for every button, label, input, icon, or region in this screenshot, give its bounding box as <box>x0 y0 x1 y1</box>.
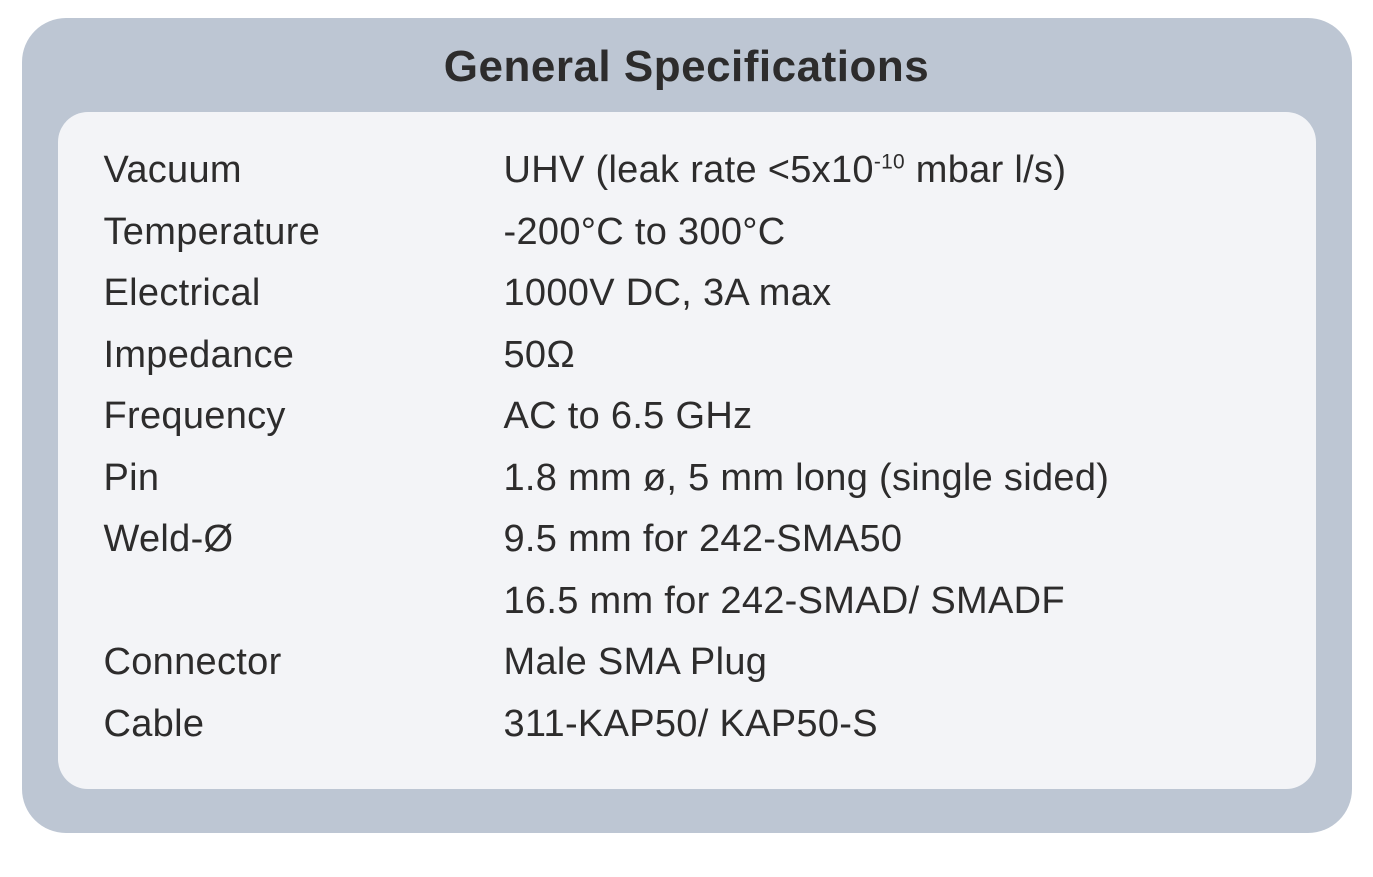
spec-label: Impedance <box>104 325 504 387</box>
spec-value: 1.8 mm ø, 5 mm long (single sided) <box>504 448 1270 510</box>
table-row: ConnectorMale SMA Plug <box>104 632 1270 694</box>
spec-value: 9.5 mm for 242-SMA50 <box>504 509 1270 571</box>
spec-label: Pin <box>104 448 504 510</box>
table-row: Weld-Ø9.5 mm for 242-SMA50 <box>104 509 1270 571</box>
spec-value: 1000V DC, 3A max <box>504 263 1270 325</box>
card-title: General Specifications <box>58 42 1316 92</box>
table-row: Temperature-200°C to 300°C <box>104 202 1270 264</box>
table-row: 16.5 mm for 242-SMAD/ SMADF <box>104 571 1270 633</box>
spec-value: AC to 6.5 GHz <box>504 386 1270 448</box>
spec-label: Weld-Ø <box>104 509 504 571</box>
table-row: Electrical1000V DC, 3A max <box>104 263 1270 325</box>
spec-label: Temperature <box>104 202 504 264</box>
spec-value: UHV (leak rate <5x10-10 mbar l/s) <box>504 140 1270 202</box>
spec-value: 16.5 mm for 242-SMAD/ SMADF <box>504 571 1270 633</box>
spec-value: Male SMA Plug <box>504 632 1270 694</box>
table-row: VacuumUHV (leak rate <5x10-10 mbar l/s) <box>104 140 1270 202</box>
spec-value: 311-KAP50/ KAP50-S <box>504 694 1270 756</box>
spec-label: Electrical <box>104 263 504 325</box>
spec-value: 50Ω <box>504 325 1270 387</box>
table-row: Impedance50Ω <box>104 325 1270 387</box>
spec-table: VacuumUHV (leak rate <5x10-10 mbar l/s)T… <box>58 112 1316 789</box>
spec-card: General Specifications VacuumUHV (leak r… <box>22 18 1352 833</box>
spec-label: Connector <box>104 632 504 694</box>
table-row: Pin1.8 mm ø, 5 mm long (single sided) <box>104 448 1270 510</box>
table-row: FrequencyAC to 6.5 GHz <box>104 386 1270 448</box>
spec-label: Cable <box>104 694 504 756</box>
table-row: Cable311-KAP50/ KAP50-S <box>104 694 1270 756</box>
spec-value: -200°C to 300°C <box>504 202 1270 264</box>
spec-label: Frequency <box>104 386 504 448</box>
spec-label: Vacuum <box>104 140 504 202</box>
